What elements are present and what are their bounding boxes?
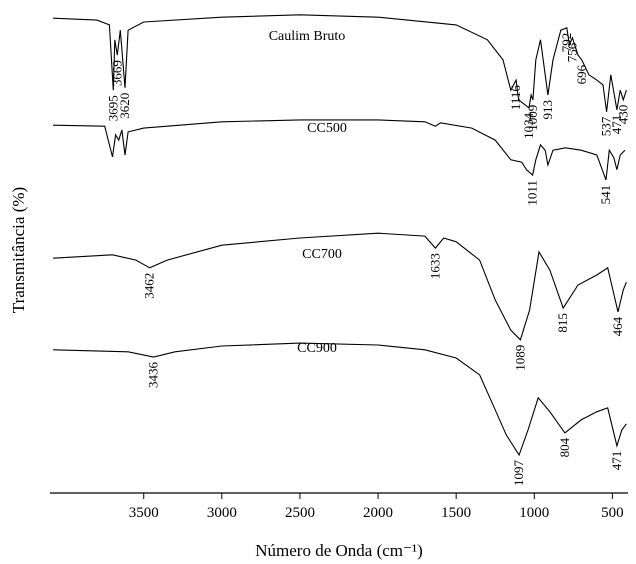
peak-label: 1089 — [512, 345, 527, 371]
peak-label: 471 — [609, 451, 624, 471]
peak-label: 696 — [574, 64, 589, 84]
series-label: CC700 — [302, 247, 342, 262]
spectrum-line — [53, 119, 626, 181]
x-tick-label: 1000 — [519, 505, 549, 521]
peak-label: 1034 — [521, 112, 536, 138]
x-tick-label: 2000 — [363, 505, 393, 521]
spectrum-line — [53, 14, 627, 112]
x-tick-label: 3500 — [129, 505, 159, 521]
series-label: CC900 — [297, 341, 337, 356]
x-tick-label: 3000 — [207, 505, 237, 521]
x-axis-label: Número de Onda (cm⁻¹) — [255, 541, 423, 560]
peak-label: 1011 — [525, 180, 540, 206]
x-tick-label: 2500 — [285, 505, 315, 521]
peak-label: 541 — [598, 185, 613, 205]
peak-label: 1009 — [525, 105, 540, 131]
peak-label: 3669 — [109, 60, 124, 86]
peak-label: 1633 — [427, 253, 442, 279]
peak-label: 1097 — [511, 460, 526, 487]
spectrum-line — [53, 232, 627, 341]
series-label: Caulim Bruto — [269, 29, 346, 44]
peak-label: 1116 — [508, 85, 523, 111]
peak-label: 430 — [615, 105, 630, 125]
peak-label: 3620 — [117, 93, 132, 119]
peak-label: 913 — [540, 100, 555, 120]
peak-label: 3695 — [105, 95, 120, 121]
series-label: CC500 — [307, 121, 347, 136]
peak-label: 537 — [599, 116, 614, 136]
peak-label: 815 — [555, 313, 570, 333]
peak-label: 804 — [557, 437, 572, 457]
spectrum-line — [53, 342, 627, 457]
y-axis-label: Transmitância (%) — [9, 187, 28, 313]
peak-label: 3462 — [142, 273, 157, 299]
x-tick-label: 500 — [601, 505, 624, 521]
peak-label: 3436 — [146, 362, 161, 389]
x-tick-label: 1500 — [441, 505, 471, 521]
peak-label: 792 — [559, 33, 574, 53]
peak-label: 471 — [609, 115, 624, 135]
peak-label: 756 — [564, 42, 579, 62]
peak-label: 464 — [610, 316, 625, 336]
